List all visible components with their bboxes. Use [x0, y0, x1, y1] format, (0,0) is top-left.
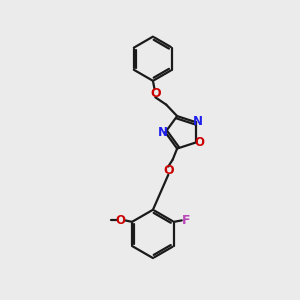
- Text: O: O: [194, 136, 204, 149]
- Text: N: N: [158, 126, 168, 139]
- Text: N: N: [193, 115, 203, 128]
- Text: O: O: [163, 164, 174, 177]
- Text: F: F: [182, 214, 190, 227]
- Text: O: O: [116, 214, 126, 227]
- Text: O: O: [150, 87, 160, 100]
